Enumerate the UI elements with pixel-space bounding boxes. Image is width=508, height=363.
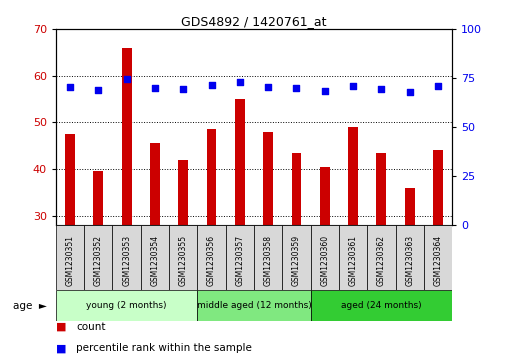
Text: GSM1230355: GSM1230355 bbox=[179, 235, 188, 286]
Text: count: count bbox=[76, 322, 106, 332]
Bar bbox=[169, 225, 198, 290]
Bar bbox=[433, 150, 443, 225]
Bar bbox=[348, 127, 358, 225]
Text: ■: ■ bbox=[56, 343, 67, 354]
Bar bbox=[65, 134, 75, 225]
Text: young (2 months): young (2 months) bbox=[86, 301, 167, 310]
Bar bbox=[263, 132, 273, 225]
Text: aged (24 months): aged (24 months) bbox=[341, 301, 422, 310]
Bar bbox=[112, 225, 141, 290]
Point bbox=[349, 83, 357, 89]
Bar bbox=[292, 153, 301, 225]
Bar bbox=[150, 143, 160, 225]
Text: GSM1230362: GSM1230362 bbox=[377, 235, 386, 286]
Bar bbox=[254, 225, 282, 290]
Point bbox=[151, 85, 159, 91]
Bar bbox=[56, 225, 84, 290]
Text: GSM1230351: GSM1230351 bbox=[66, 235, 75, 286]
Text: GSM1230364: GSM1230364 bbox=[433, 235, 442, 286]
Bar bbox=[178, 160, 188, 225]
Text: GSM1230363: GSM1230363 bbox=[405, 235, 414, 286]
Text: percentile rank within the sample: percentile rank within the sample bbox=[76, 343, 252, 354]
Point bbox=[207, 82, 215, 88]
Point bbox=[321, 88, 329, 94]
Bar bbox=[93, 171, 103, 225]
Text: GSM1230360: GSM1230360 bbox=[320, 235, 329, 286]
Point bbox=[264, 84, 272, 90]
Text: GSM1230356: GSM1230356 bbox=[207, 235, 216, 286]
Point bbox=[122, 76, 131, 82]
Bar bbox=[310, 225, 339, 290]
Text: middle aged (12 months): middle aged (12 months) bbox=[197, 301, 311, 310]
Text: age  ►: age ► bbox=[13, 301, 47, 311]
Point bbox=[405, 89, 414, 95]
Text: ■: ■ bbox=[56, 322, 67, 332]
Point bbox=[236, 79, 244, 85]
Text: GSM1230352: GSM1230352 bbox=[94, 235, 103, 286]
Bar bbox=[122, 48, 132, 225]
Bar bbox=[405, 188, 415, 225]
Title: GDS4892 / 1420761_at: GDS4892 / 1420761_at bbox=[181, 15, 327, 28]
Point bbox=[94, 87, 103, 93]
Bar bbox=[198, 225, 226, 290]
Bar bbox=[56, 290, 198, 321]
Bar bbox=[226, 225, 254, 290]
Bar bbox=[339, 225, 367, 290]
Bar bbox=[320, 167, 330, 225]
Bar bbox=[141, 225, 169, 290]
Bar bbox=[310, 290, 452, 321]
Text: GSM1230357: GSM1230357 bbox=[235, 235, 244, 286]
Point bbox=[293, 85, 301, 91]
Point bbox=[434, 83, 442, 89]
Bar bbox=[396, 225, 424, 290]
Text: GSM1230359: GSM1230359 bbox=[292, 235, 301, 286]
Text: GSM1230354: GSM1230354 bbox=[150, 235, 160, 286]
Point bbox=[179, 86, 187, 92]
Bar bbox=[424, 225, 452, 290]
Bar bbox=[198, 290, 310, 321]
Bar bbox=[282, 225, 310, 290]
Point bbox=[377, 86, 386, 92]
Text: GSM1230353: GSM1230353 bbox=[122, 235, 131, 286]
Text: GSM1230361: GSM1230361 bbox=[348, 235, 358, 286]
Bar bbox=[207, 129, 216, 225]
Text: GSM1230358: GSM1230358 bbox=[264, 235, 273, 286]
Point bbox=[66, 84, 74, 90]
Bar bbox=[367, 225, 396, 290]
Bar bbox=[84, 225, 112, 290]
Bar bbox=[235, 99, 245, 225]
Bar bbox=[376, 153, 386, 225]
